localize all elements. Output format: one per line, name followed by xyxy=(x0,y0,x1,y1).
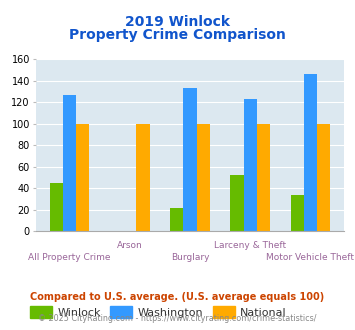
Text: Burglary: Burglary xyxy=(171,253,209,262)
Text: Compared to U.S. average. (U.S. average equals 100): Compared to U.S. average. (U.S. average … xyxy=(31,292,324,302)
Bar xyxy=(197,124,210,231)
Bar xyxy=(244,99,257,231)
Text: © 2025 CityRating.com - https://www.cityrating.com/crime-statistics/: © 2025 CityRating.com - https://www.city… xyxy=(38,314,317,323)
Bar xyxy=(317,124,330,231)
Text: All Property Crime: All Property Crime xyxy=(28,253,111,262)
Bar xyxy=(230,175,244,231)
Text: Property Crime Comparison: Property Crime Comparison xyxy=(69,28,286,42)
Text: Larceny & Theft: Larceny & Theft xyxy=(214,241,286,250)
Bar xyxy=(76,124,89,231)
Bar xyxy=(257,124,270,231)
Legend: Winlock, Washington, National: Winlock, Washington, National xyxy=(26,302,291,322)
Bar xyxy=(136,124,149,231)
Bar xyxy=(183,88,197,231)
Text: Motor Vehicle Theft: Motor Vehicle Theft xyxy=(267,253,354,262)
Bar xyxy=(50,183,63,231)
Bar xyxy=(170,209,183,231)
Text: 2019 Winlock: 2019 Winlock xyxy=(125,15,230,29)
Bar xyxy=(304,74,317,231)
Text: Arson: Arson xyxy=(117,241,143,250)
Bar xyxy=(63,95,76,231)
Bar xyxy=(290,194,304,231)
